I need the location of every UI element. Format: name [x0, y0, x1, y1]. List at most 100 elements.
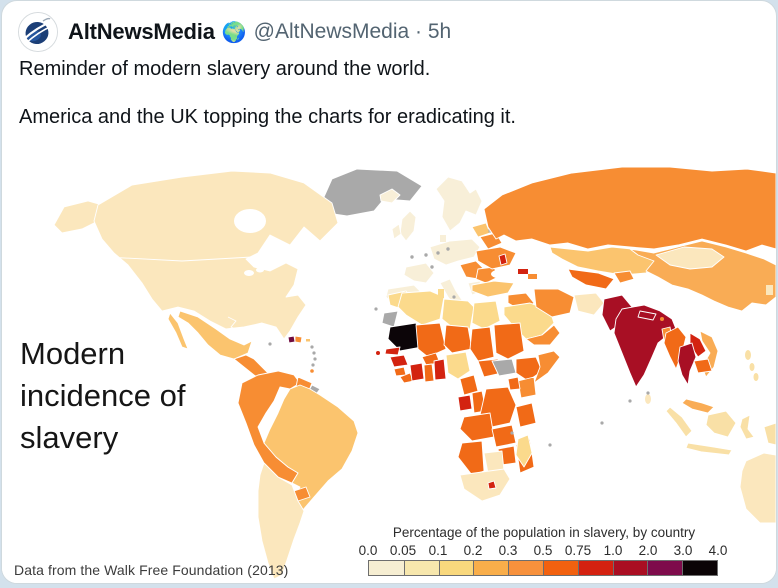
- region-ethiopia: [515, 356, 543, 382]
- globe-emoji: 🌍: [221, 21, 247, 44]
- region-australia: [739, 452, 776, 524]
- island-dot-canary: [374, 307, 378, 311]
- region-cape-verde: [376, 351, 380, 355]
- region-uganda: [507, 376, 521, 391]
- map-image[interactable]: Modern incidence of slavery Percentage o…: [2, 161, 776, 583]
- legend-tick: 4.0: [708, 543, 728, 558]
- author-name[interactable]: AltNewsMedia: [68, 19, 215, 44]
- island-dot-mauritius: [548, 443, 552, 447]
- tweet-header: AltNewsMedia 🌍 @AltNewsMedia · 5h: [18, 12, 451, 52]
- island-antilles-1: [310, 345, 314, 349]
- region-afghanistan: [573, 292, 605, 316]
- region-sumatra: [665, 406, 693, 438]
- legend-ticks: 0.0 0.05 0.1 0.2 0.3 0.5 0.75 1.0 2.0 3.0 4.0: [359, 543, 728, 560]
- region-togo-benin: [433, 358, 447, 381]
- islands-bahamas: [227, 316, 240, 332]
- map-title-line3: slavery: [20, 420, 119, 455]
- region-sulawesi: [739, 414, 755, 440]
- region-philippines-1: [745, 350, 751, 360]
- region-kyrgyzstan-tajikistan: [613, 270, 635, 284]
- legend-swatch: [369, 561, 404, 575]
- legend-swatch: [438, 561, 474, 575]
- region-uzbekistan-turkmenistan: [567, 268, 615, 290]
- legend-tick: 0.0: [358, 543, 378, 558]
- island-dot-pacific: [646, 391, 650, 395]
- region-new-guinea: [763, 422, 776, 446]
- region-south-africa: [459, 468, 511, 502]
- legend-tick: 0.3: [498, 543, 518, 558]
- water-caspian-sea: [537, 265, 549, 289]
- legend-title: Percentage of the population in slavery,…: [392, 525, 696, 540]
- world-choropleth-map: [53, 166, 776, 580]
- region-namibia: [457, 440, 485, 476]
- region-india: [613, 304, 677, 388]
- region-turkey: [471, 280, 515, 298]
- region-mexico: [177, 310, 253, 360]
- legend-tick: 0.5: [533, 543, 553, 558]
- region-algeria: [397, 290, 445, 326]
- region-yemen-oman: [525, 324, 561, 346]
- region-zambia: [491, 424, 517, 448]
- author-handle-time[interactable]: @AltNewsMedia · 5h: [253, 20, 452, 43]
- region-philippines-2: [749, 363, 755, 371]
- microstate-dot-4: [446, 247, 450, 251]
- region-iceland: [379, 188, 401, 204]
- legend-tick: 1.0: [603, 543, 623, 558]
- region-korea: [766, 285, 773, 295]
- water-black-sea: [491, 269, 515, 279]
- legend-swatch: [612, 561, 648, 575]
- region-guinea: [389, 354, 409, 368]
- region-tunisia: [438, 289, 444, 298]
- region-argentina-chile: [257, 462, 305, 580]
- region-nepal: [637, 310, 657, 321]
- avatar[interactable]: [18, 12, 58, 52]
- region-sierra-leone: [393, 366, 407, 377]
- legend-swatch: [682, 561, 717, 575]
- region-mauritania: [387, 322, 423, 352]
- microstate-dot-1: [410, 255, 414, 259]
- region-western-sahara: [381, 310, 399, 328]
- region-iran: [533, 288, 575, 318]
- island-dot-comoros: [510, 431, 514, 435]
- region-sri-lanka: [645, 394, 651, 404]
- region-haiti: [287, 335, 296, 344]
- island-antilles-4: [311, 363, 315, 367]
- region-scandinavia: [435, 176, 483, 232]
- legend-swatch: [508, 561, 543, 575]
- legend-tick: 0.2: [463, 543, 483, 558]
- island-jamaica: [268, 342, 272, 346]
- region-borneo: [705, 410, 737, 438]
- legend-swatch: [473, 561, 509, 575]
- region-cameroon: [459, 374, 479, 396]
- region-kazakhstan: [549, 246, 659, 276]
- region-georgia: [518, 269, 528, 274]
- region-tanzania: [515, 402, 537, 428]
- region-puerto-rico: [306, 339, 310, 342]
- map-attribution: Data from the Walk Free Foundation (2013…: [14, 562, 289, 578]
- region-madagascar: [515, 434, 533, 468]
- island-dot-maldives: [628, 399, 632, 403]
- legend-tick: 0.1: [428, 543, 448, 558]
- tweet-text-line1: Reminder of modern slavery around the wo…: [19, 58, 431, 80]
- region-ivory-coast: [409, 362, 425, 382]
- legend-tick: 2.0: [638, 543, 658, 558]
- region-somalia: [533, 350, 561, 384]
- region-mali: [415, 322, 447, 358]
- region-thailand: [677, 342, 697, 386]
- region-dominican-republic: [294, 335, 303, 344]
- legend-color-bar: [368, 560, 718, 576]
- microstate-dot-2: [424, 253, 428, 257]
- border-usa-canada: [105, 250, 303, 262]
- region-azerbaijan: [528, 274, 537, 279]
- island-antilles-3: [313, 357, 317, 361]
- region-ukraine: [475, 246, 517, 270]
- region-philippines-3: [753, 373, 759, 381]
- region-nigeria: [445, 351, 471, 380]
- water-great-lakes: [244, 270, 254, 276]
- region-gabon: [457, 394, 473, 412]
- legend-tick: 0.05: [389, 543, 417, 558]
- map-title-line2: incidence of: [20, 378, 186, 413]
- region-usa-canada: [93, 170, 339, 340]
- region-cuba: [251, 328, 283, 341]
